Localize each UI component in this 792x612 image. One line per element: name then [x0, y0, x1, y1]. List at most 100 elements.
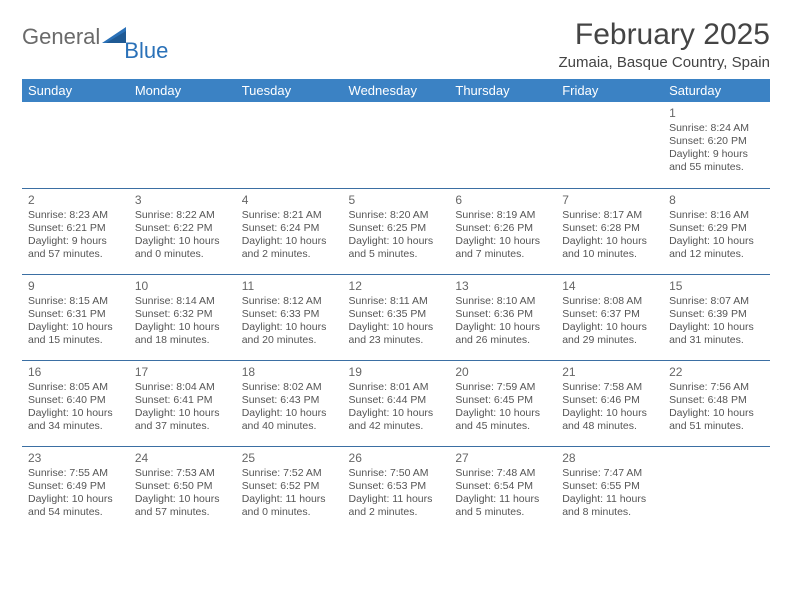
- day-day2: and 20 minutes.: [242, 334, 337, 347]
- day-day2: and 29 minutes.: [562, 334, 657, 347]
- day-sunset: Sunset: 6:53 PM: [349, 480, 444, 493]
- calendar-body: 1Sunrise: 8:24 AMSunset: 6:20 PMDaylight…: [22, 102, 770, 532]
- calendar-cell: 20Sunrise: 7:59 AMSunset: 6:45 PMDayligh…: [449, 360, 556, 446]
- day-day2: and 5 minutes.: [455, 506, 550, 519]
- day-sunrise: Sunrise: 8:14 AM: [135, 295, 230, 308]
- calendar-cell: 11Sunrise: 8:12 AMSunset: 6:33 PMDayligh…: [236, 274, 343, 360]
- day-sunset: Sunset: 6:35 PM: [349, 308, 444, 321]
- header: General Blue February 2025 Zumaia, Basqu…: [22, 18, 770, 71]
- day-day1: Daylight: 10 hours: [349, 321, 444, 334]
- calendar-cell: 19Sunrise: 8:01 AMSunset: 6:44 PMDayligh…: [343, 360, 450, 446]
- day-sunrise: Sunrise: 7:47 AM: [562, 467, 657, 480]
- day-sunrise: Sunrise: 8:16 AM: [669, 209, 764, 222]
- day-number: 19: [349, 365, 444, 380]
- calendar-cell: 28Sunrise: 7:47 AMSunset: 6:55 PMDayligh…: [556, 446, 663, 532]
- day-sunrise: Sunrise: 8:10 AM: [455, 295, 550, 308]
- day-number: 8: [669, 193, 764, 208]
- day-day1: Daylight: 9 hours: [669, 148, 764, 161]
- calendar-cell: 3Sunrise: 8:22 AMSunset: 6:22 PMDaylight…: [129, 188, 236, 274]
- day-sunrise: Sunrise: 7:50 AM: [349, 467, 444, 480]
- calendar-cell: 5Sunrise: 8:20 AMSunset: 6:25 PMDaylight…: [343, 188, 450, 274]
- day-sunset: Sunset: 6:54 PM: [455, 480, 550, 493]
- day-day2: and 5 minutes.: [349, 248, 444, 261]
- calendar-row: 9Sunrise: 8:15 AMSunset: 6:31 PMDaylight…: [22, 274, 770, 360]
- day-sunrise: Sunrise: 8:22 AM: [135, 209, 230, 222]
- day-day1: Daylight: 11 hours: [349, 493, 444, 506]
- day-day1: Daylight: 10 hours: [242, 321, 337, 334]
- logo-text-blue: Blue: [124, 38, 168, 64]
- weekday-header: Sunday: [22, 79, 129, 102]
- day-day2: and 15 minutes.: [28, 334, 123, 347]
- calendar-cell: 17Sunrise: 8:04 AMSunset: 6:41 PMDayligh…: [129, 360, 236, 446]
- day-sunset: Sunset: 6:29 PM: [669, 222, 764, 235]
- calendar-cell: 15Sunrise: 8:07 AMSunset: 6:39 PMDayligh…: [663, 274, 770, 360]
- day-day2: and 34 minutes.: [28, 420, 123, 433]
- day-sunrise: Sunrise: 8:07 AM: [669, 295, 764, 308]
- day-day2: and 40 minutes.: [242, 420, 337, 433]
- day-sunrise: Sunrise: 8:20 AM: [349, 209, 444, 222]
- day-day2: and 31 minutes.: [669, 334, 764, 347]
- day-sunrise: Sunrise: 7:59 AM: [455, 381, 550, 394]
- day-day2: and 23 minutes.: [349, 334, 444, 347]
- day-sunset: Sunset: 6:43 PM: [242, 394, 337, 407]
- day-sunset: Sunset: 6:31 PM: [28, 308, 123, 321]
- day-sunset: Sunset: 6:21 PM: [28, 222, 123, 235]
- day-sunrise: Sunrise: 8:12 AM: [242, 295, 337, 308]
- day-day1: Daylight: 10 hours: [349, 235, 444, 248]
- day-sunrise: Sunrise: 8:19 AM: [455, 209, 550, 222]
- day-sunrise: Sunrise: 8:23 AM: [28, 209, 123, 222]
- day-number: 15: [669, 279, 764, 294]
- day-day2: and 10 minutes.: [562, 248, 657, 261]
- day-sunset: Sunset: 6:40 PM: [28, 394, 123, 407]
- day-sunrise: Sunrise: 7:53 AM: [135, 467, 230, 480]
- day-sunset: Sunset: 6:48 PM: [669, 394, 764, 407]
- day-sunrise: Sunrise: 7:48 AM: [455, 467, 550, 480]
- logo-text-general: General: [22, 24, 100, 50]
- calendar-cell-empty: [556, 102, 663, 188]
- calendar-cell: 25Sunrise: 7:52 AMSunset: 6:52 PMDayligh…: [236, 446, 343, 532]
- day-day1: Daylight: 10 hours: [242, 407, 337, 420]
- calendar-cell: 23Sunrise: 7:55 AMSunset: 6:49 PMDayligh…: [22, 446, 129, 532]
- day-sunrise: Sunrise: 8:15 AM: [28, 295, 123, 308]
- day-day1: Daylight: 10 hours: [349, 407, 444, 420]
- calendar-cell-empty: [129, 102, 236, 188]
- calendar-row: 2Sunrise: 8:23 AMSunset: 6:21 PMDaylight…: [22, 188, 770, 274]
- day-day2: and 57 minutes.: [135, 506, 230, 519]
- day-sunrise: Sunrise: 8:04 AM: [135, 381, 230, 394]
- day-day1: Daylight: 10 hours: [669, 407, 764, 420]
- day-day1: Daylight: 11 hours: [455, 493, 550, 506]
- calendar-cell-empty: [663, 446, 770, 532]
- day-day1: Daylight: 9 hours: [28, 235, 123, 248]
- day-day2: and 2 minutes.: [349, 506, 444, 519]
- day-day2: and 48 minutes.: [562, 420, 657, 433]
- day-day1: Daylight: 10 hours: [562, 407, 657, 420]
- day-sunrise: Sunrise: 8:01 AM: [349, 381, 444, 394]
- calendar-cell: 13Sunrise: 8:10 AMSunset: 6:36 PMDayligh…: [449, 274, 556, 360]
- day-day2: and 8 minutes.: [562, 506, 657, 519]
- day-number: 3: [135, 193, 230, 208]
- day-number: 16: [28, 365, 123, 380]
- day-number: 20: [455, 365, 550, 380]
- day-day1: Daylight: 10 hours: [28, 493, 123, 506]
- day-number: 2: [28, 193, 123, 208]
- calendar-row: 23Sunrise: 7:55 AMSunset: 6:49 PMDayligh…: [22, 446, 770, 532]
- weekday-header: Wednesday: [343, 79, 450, 102]
- weekday-header: Saturday: [663, 79, 770, 102]
- calendar-head: Sunday Monday Tuesday Wednesday Thursday…: [22, 79, 770, 102]
- calendar-cell-empty: [449, 102, 556, 188]
- day-sunset: Sunset: 6:52 PM: [242, 480, 337, 493]
- day-number: 27: [455, 451, 550, 466]
- calendar-cell: 24Sunrise: 7:53 AMSunset: 6:50 PMDayligh…: [129, 446, 236, 532]
- day-day1: Daylight: 10 hours: [669, 235, 764, 248]
- day-number: 21: [562, 365, 657, 380]
- day-sunrise: Sunrise: 8:05 AM: [28, 381, 123, 394]
- day-day1: Daylight: 10 hours: [455, 321, 550, 334]
- day-day1: Daylight: 10 hours: [28, 407, 123, 420]
- day-day2: and 0 minutes.: [242, 506, 337, 519]
- day-sunset: Sunset: 6:33 PM: [242, 308, 337, 321]
- day-sunset: Sunset: 6:50 PM: [135, 480, 230, 493]
- day-sunset: Sunset: 6:39 PM: [669, 308, 764, 321]
- day-day2: and 26 minutes.: [455, 334, 550, 347]
- day-sunrise: Sunrise: 8:21 AM: [242, 209, 337, 222]
- day-sunrise: Sunrise: 7:52 AM: [242, 467, 337, 480]
